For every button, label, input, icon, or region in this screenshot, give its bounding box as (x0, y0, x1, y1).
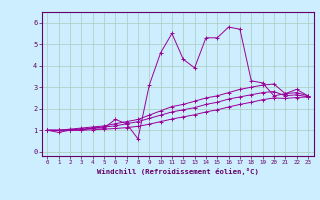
X-axis label: Windchill (Refroidissement éolien,°C): Windchill (Refroidissement éolien,°C) (97, 168, 259, 175)
